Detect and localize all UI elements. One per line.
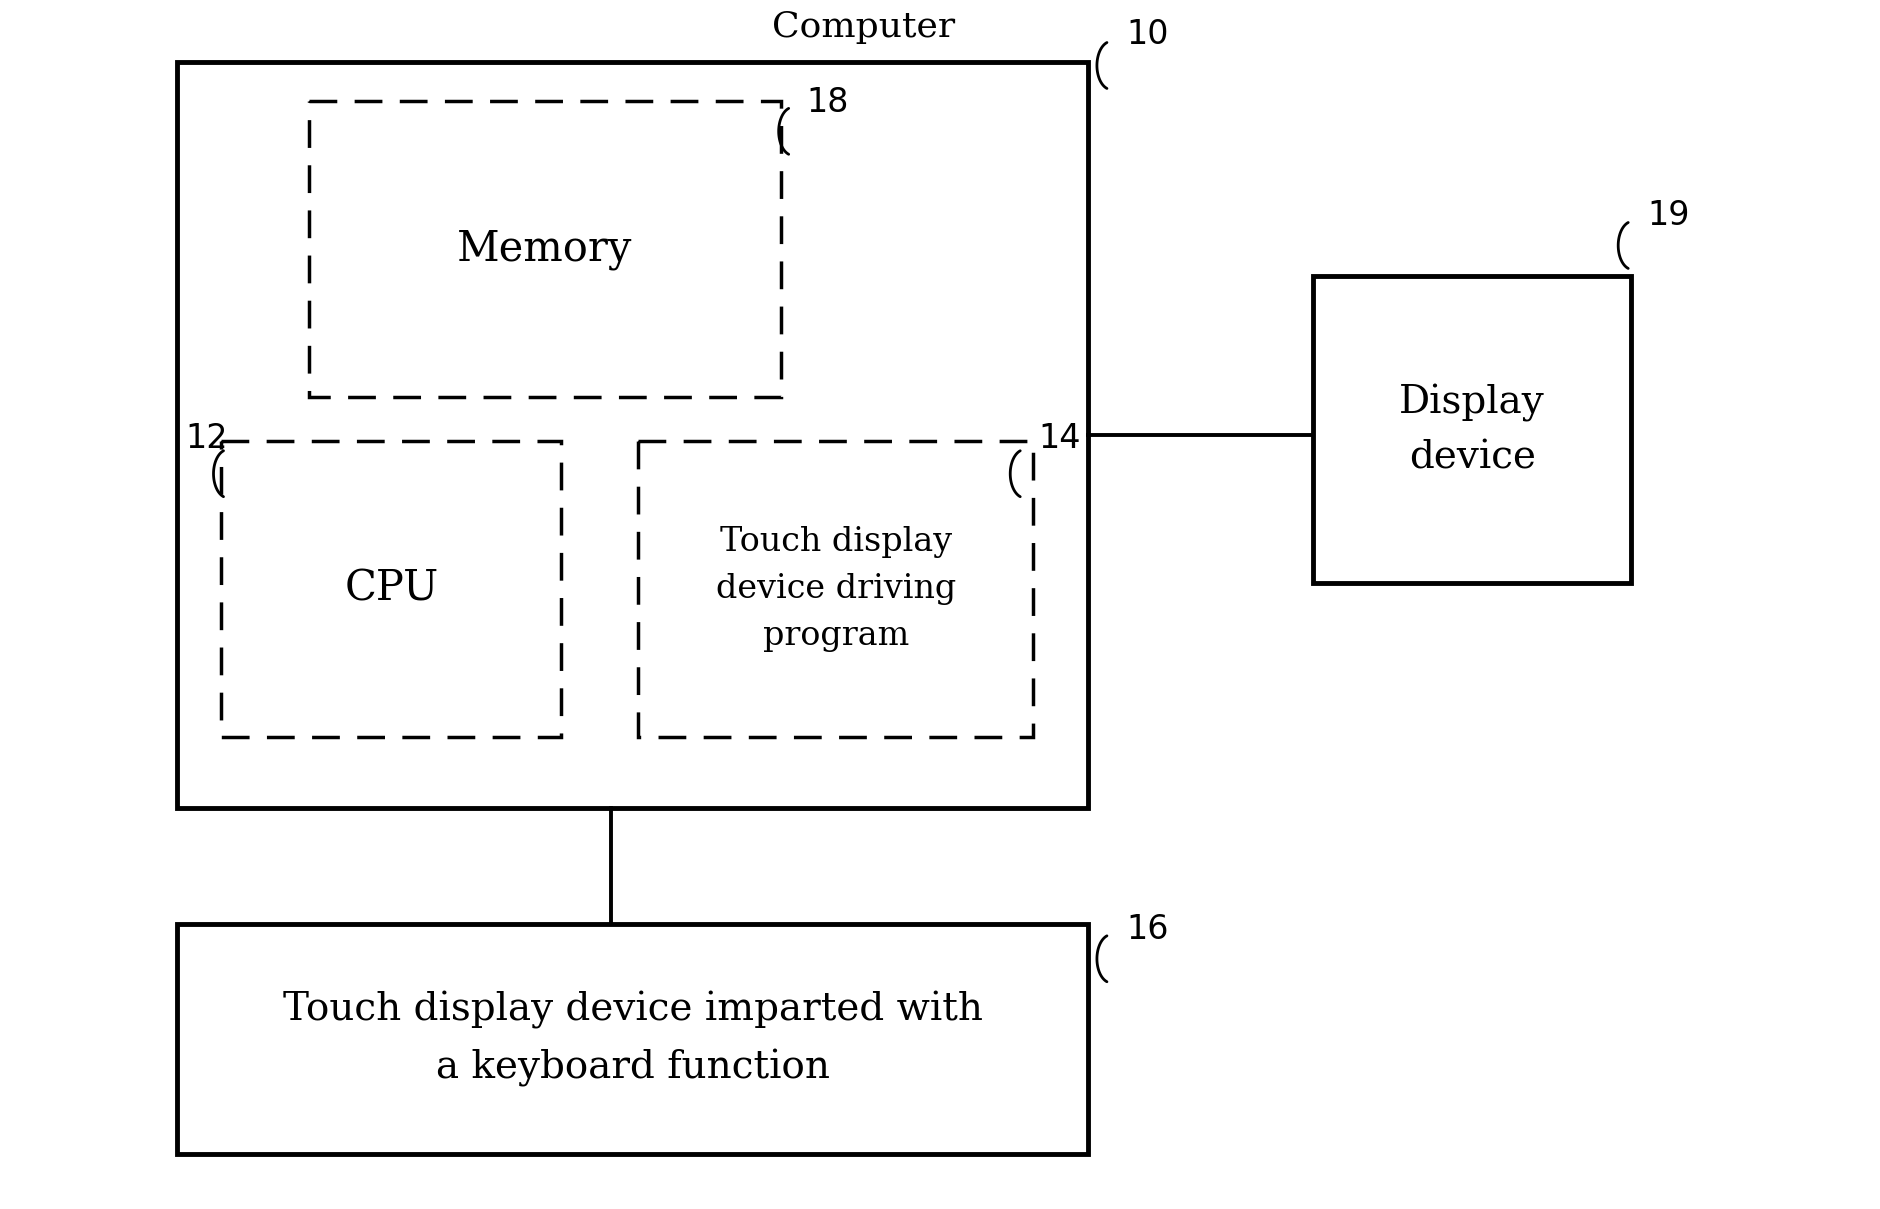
Bar — [308, 100, 780, 397]
Text: Memory: Memory — [457, 227, 632, 270]
Text: Touch display
device driving
program: Touch display device driving program — [716, 526, 955, 652]
Text: 14: 14 — [1040, 422, 1081, 455]
Text: 12: 12 — [184, 422, 227, 455]
Text: 10: 10 — [1126, 18, 1169, 51]
Text: Display
device: Display device — [1399, 383, 1545, 476]
Text: Computer: Computer — [771, 10, 955, 44]
Text: 19: 19 — [1649, 199, 1690, 232]
Text: Touch display device imparted with
a keyboard function: Touch display device imparted with a key… — [282, 990, 983, 1087]
Bar — [1312, 276, 1632, 584]
Bar — [222, 441, 562, 737]
Bar — [177, 924, 1089, 1155]
Bar — [177, 62, 1089, 809]
Text: 16: 16 — [1126, 913, 1169, 945]
Text: CPU: CPU — [344, 568, 438, 611]
Bar — [637, 441, 1034, 737]
Text: 18: 18 — [807, 86, 848, 120]
